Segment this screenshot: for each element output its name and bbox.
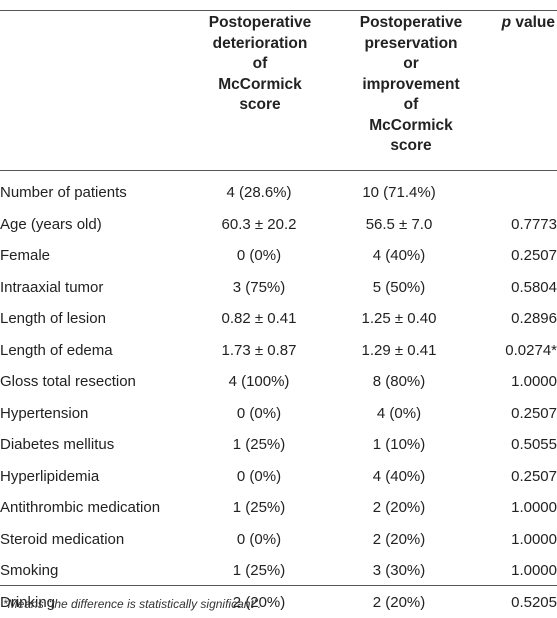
p-value-cell: 0.2507 bbox=[511, 467, 557, 485]
row-label: Length of lesion bbox=[0, 310, 106, 328]
p-value-cell: 0.2896 bbox=[511, 310, 557, 328]
deterioration-cell: 1.73 ± 0.87 bbox=[221, 341, 297, 359]
table-row: Steroid medication 0 (0%) 2 (20%) 1.0000 bbox=[0, 524, 557, 556]
row-label: Length of edema bbox=[0, 341, 113, 359]
table-row: Hypertension 0 (0%) 4 (0%) 0.2507 bbox=[0, 398, 557, 430]
preservation-cell: 1 (10%) bbox=[372, 436, 426, 454]
preservation-cell: 1.29 ± 0.41 bbox=[361, 341, 437, 359]
p-value-cell: 0.5804 bbox=[511, 278, 557, 296]
row-label: Diabetes mellitus bbox=[0, 436, 115, 454]
table-row: Smoking 1 (25%) 3 (30%) 1.0000 bbox=[0, 555, 557, 587]
header-line: of bbox=[403, 96, 419, 113]
table-row: Female 0 (0%) 4 (40%) 0.2507 bbox=[0, 240, 557, 272]
preservation-cell: 3 (30%) bbox=[372, 562, 426, 580]
bottom-rule bbox=[0, 585, 557, 586]
deterioration-cell: 0 (0%) bbox=[236, 530, 282, 548]
table-row: Hyperlipidemia 0 (0%) 4 (40%) 0.2507 bbox=[0, 461, 557, 493]
header-line: or bbox=[403, 55, 419, 72]
p-value-cell: 0.5055 bbox=[511, 436, 557, 454]
row-label: Gloss total resection bbox=[0, 373, 136, 391]
header-rule bbox=[0, 170, 557, 171]
header-line: improvement bbox=[362, 75, 460, 93]
header-p-italic: p bbox=[501, 14, 512, 31]
row-label: Steroid medication bbox=[0, 530, 125, 548]
row-label: Female bbox=[0, 247, 51, 265]
table-row: Intraaxial tumor 3 (75%) 5 (50%) 0.5804 bbox=[0, 272, 557, 304]
p-value-cell: 1.0000 bbox=[511, 530, 557, 548]
table-row: Length of lesion 0.82 ± 0.41 1.25 ± 0.40 0.… bbox=[0, 303, 557, 335]
row-label: Intraaxial tumor bbox=[0, 278, 104, 296]
preservation-cell: 2 (20%) bbox=[372, 593, 426, 611]
table-row: Age (years old) 60.3 ± 20.2 56.5 ± 7.0 0.77… bbox=[0, 209, 557, 241]
deterioration-cell: 2 (20%) bbox=[232, 593, 286, 611]
deterioration-cell: 1 (25%) bbox=[232, 499, 286, 517]
top-rule bbox=[0, 10, 557, 11]
row-label: Age (years old) bbox=[0, 215, 102, 233]
table-row: Number of patients 4 (28.6%) 10 (71.4%) bbox=[0, 177, 557, 209]
table-body: Number of patients 4 (28.6%) 10 (71.4%) Age… bbox=[0, 177, 557, 618]
p-value-cell: 1.0000 bbox=[511, 499, 557, 517]
header-deterioration: Postoperative deterioration of McCormick… bbox=[200, 13, 320, 116]
header-line: McCormick bbox=[369, 116, 453, 134]
table-row: Length of edema 1.73 ± 0.87 1.29 ± 0.41 0.0… bbox=[0, 335, 557, 367]
preservation-cell: 4 (40%) bbox=[372, 467, 426, 485]
header-line: deterioration bbox=[212, 34, 308, 52]
row-label: Hypertension bbox=[0, 404, 89, 422]
preservation-cell: 8 (80%) bbox=[372, 373, 426, 391]
table-row: Gloss total resection 4 (100%) 8 (80%) 1.00… bbox=[0, 366, 557, 398]
header-line: score bbox=[239, 96, 281, 113]
row-label: Drinking bbox=[0, 593, 56, 611]
header-p-value: p value bbox=[490, 13, 557, 34]
table-row: Diabetes mellitus 1 (25%) 1 (10%) 0.5055 bbox=[0, 429, 557, 461]
header-line: Postoperative bbox=[359, 14, 463, 31]
deterioration-cell: 0 (0%) bbox=[236, 247, 282, 265]
preservation-cell: 56.5 ± 7.0 bbox=[365, 215, 433, 233]
preservation-cell: 1.25 ± 0.40 bbox=[361, 310, 437, 328]
deterioration-cell: 1 (25%) bbox=[232, 436, 286, 454]
deterioration-cell: 0 (0%) bbox=[236, 404, 282, 422]
deterioration-cell: 1 (25%) bbox=[232, 562, 286, 580]
p-value-cell bbox=[477, 177, 557, 209]
deterioration-cell: 0.82 ± 0.41 bbox=[221, 310, 297, 328]
deterioration-cell: 0 (0%) bbox=[236, 467, 282, 485]
preservation-cell: 4 (40%) bbox=[372, 247, 426, 265]
header-line: of bbox=[252, 55, 268, 72]
header-line: preservation bbox=[364, 34, 458, 52]
row-label: Hyperlipidemia bbox=[0, 467, 100, 485]
table-row: Drinking 2 (20%) 2 (20%) 0.5205 bbox=[0, 587, 557, 618]
header-preservation: Postoperative preservation or improvemen… bbox=[349, 13, 473, 157]
p-value-cell: 0.7773 bbox=[511, 215, 557, 233]
preservation-cell: 10 (71.4%) bbox=[362, 184, 436, 202]
table-row: Antithrombic medication 1 (25%) 2 (20%) 1.0… bbox=[0, 492, 557, 524]
row-label: Smoking bbox=[0, 562, 59, 580]
header-line: Postoperative bbox=[208, 14, 312, 31]
preservation-cell: 4 (0%) bbox=[376, 404, 422, 422]
footnote: *Means “the difference is statistically … bbox=[3, 597, 262, 611]
deterioration-cell: 3 (75%) bbox=[232, 278, 286, 296]
deterioration-cell: 4 (100%) bbox=[228, 373, 290, 391]
data-table: Number of patients 4 (28.6%) 10 (71.4%) Age… bbox=[0, 177, 557, 618]
row-label: Number of patients bbox=[0, 184, 127, 202]
header-value-text: value bbox=[511, 14, 555, 31]
preservation-cell: 5 (50%) bbox=[372, 278, 426, 296]
p-value-cell: 0.2507 bbox=[511, 247, 557, 265]
row-label: Antithrombic medication bbox=[0, 499, 161, 517]
deterioration-cell: 4 (28.6%) bbox=[226, 184, 292, 202]
preservation-cell: 2 (20%) bbox=[372, 530, 426, 548]
p-value-cell: 0.5205 bbox=[511, 593, 557, 611]
p-value-cell: 1.0000 bbox=[511, 373, 557, 391]
preservation-cell: 2 (20%) bbox=[372, 499, 426, 517]
header-line: McCormick bbox=[218, 75, 302, 93]
p-value-cell: 0.2507 bbox=[511, 404, 557, 422]
p-value-cell: 1.0000 bbox=[511, 562, 557, 580]
deterioration-cell: 60.3 ± 20.2 bbox=[221, 215, 297, 233]
p-value-cell: 0.0274* bbox=[505, 341, 557, 359]
header-line: score bbox=[390, 137, 432, 154]
